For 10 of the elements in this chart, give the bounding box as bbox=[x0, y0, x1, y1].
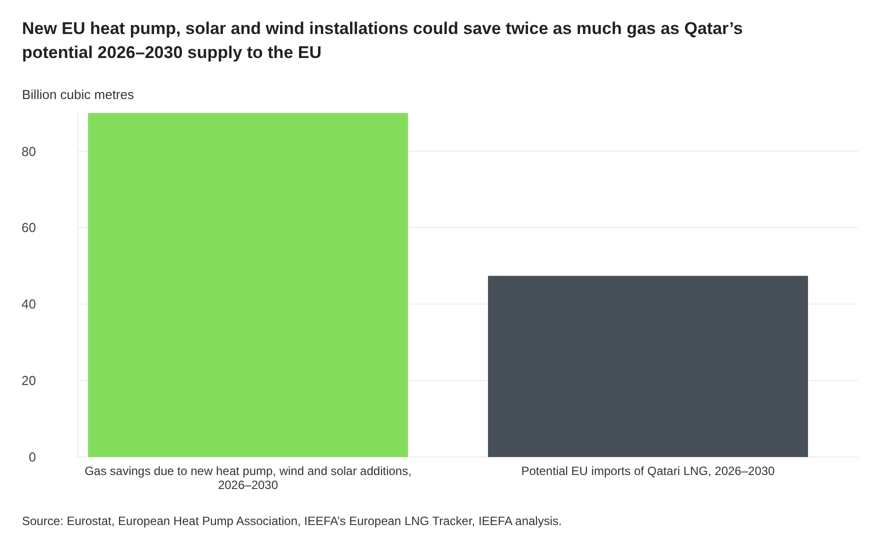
chart-title: New EU heat pump, solar and wind installations could save twice as much gas as Qatar’s potential 2026–2030 supply to the EU bbox=[22, 19, 743, 62]
y-tick-label: 20 bbox=[22, 373, 36, 388]
y-tick-label: 80 bbox=[22, 144, 36, 159]
y-tick-label: 40 bbox=[22, 296, 36, 312]
y-axis-title: Billion cubic metres bbox=[22, 87, 134, 102]
x-tick-label: Gas savings due to new heat pump, wind and solar additions, 2026–2030 bbox=[84, 464, 412, 492]
y-tick-label: 0 bbox=[28, 450, 36, 465]
source-note: Source: Eurostat, European Heat Pump Association, IEEFA’s European LNG Tracker, IEEFA analysis. bbox=[22, 514, 562, 528]
x-tick-label: Potential EU imports of Qatari LNG, 2026–2030 bbox=[521, 464, 776, 478]
y-tick-label: 60 bbox=[22, 220, 36, 236]
